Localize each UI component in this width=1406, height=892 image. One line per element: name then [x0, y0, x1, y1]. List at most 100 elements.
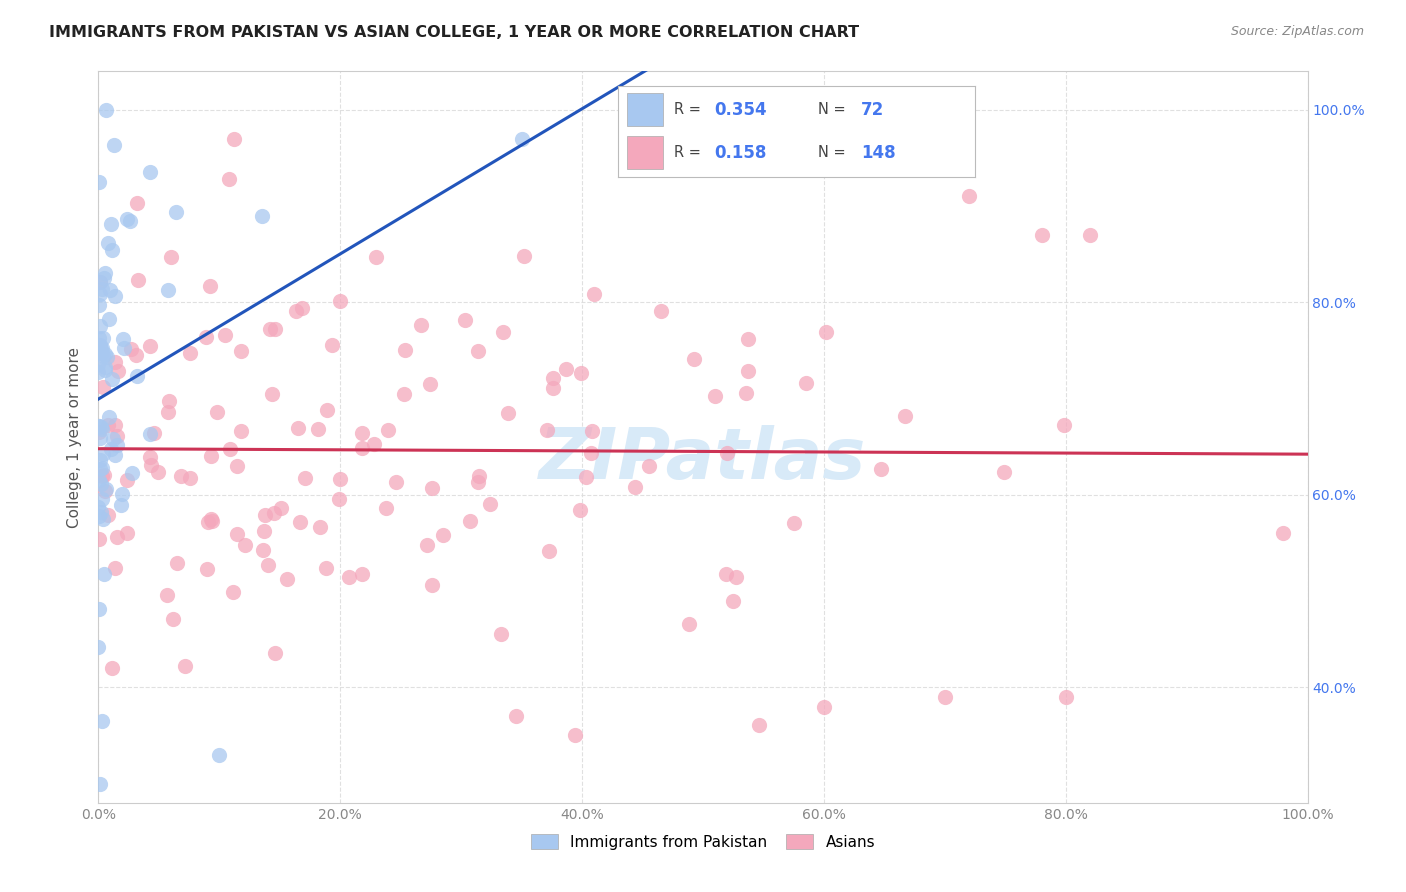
Point	[569, 366, 592, 380]
Point	[683, 351, 706, 366]
Point	[555, 362, 578, 376]
Point	[276, 572, 298, 586]
Point	[235, 538, 257, 552]
Point	[454, 313, 477, 327]
Point	[194, 330, 217, 344]
Point	[89, 601, 111, 615]
Point	[127, 272, 149, 286]
Point	[416, 538, 439, 552]
Point	[139, 426, 162, 441]
Point	[294, 471, 316, 485]
Point	[90, 491, 112, 506]
Point	[104, 448, 127, 462]
Point	[91, 512, 114, 526]
Point	[316, 403, 339, 417]
Point	[91, 714, 114, 729]
Point	[100, 442, 122, 457]
Point	[329, 472, 352, 486]
Point	[91, 331, 114, 345]
Point	[815, 325, 838, 339]
Point	[678, 616, 700, 631]
Point	[315, 561, 337, 575]
Point	[337, 570, 360, 584]
Point	[650, 303, 672, 318]
Point	[91, 282, 114, 296]
Point	[219, 442, 242, 456]
Point	[226, 526, 249, 541]
Point	[308, 422, 330, 436]
Point	[91, 469, 114, 483]
Point	[94, 483, 117, 497]
Point	[91, 380, 114, 394]
Point	[748, 718, 770, 732]
Point	[93, 483, 115, 498]
Point	[87, 640, 110, 655]
Point	[111, 487, 134, 501]
Point	[623, 480, 645, 494]
Point	[419, 377, 441, 392]
Point	[498, 406, 520, 420]
Point	[90, 341, 112, 355]
Point	[394, 343, 416, 357]
Point	[813, 699, 835, 714]
Point	[200, 279, 222, 293]
Point	[308, 520, 330, 534]
Point	[94, 103, 117, 117]
Point	[89, 331, 111, 345]
Point	[957, 189, 980, 203]
Point	[569, 503, 592, 517]
Point	[104, 561, 127, 575]
Point	[432, 528, 454, 542]
Point	[541, 381, 564, 395]
Point	[115, 212, 138, 227]
Point	[162, 611, 184, 625]
Point	[89, 533, 111, 547]
Point	[291, 301, 314, 315]
Point	[90, 476, 112, 491]
Point	[489, 627, 512, 641]
Point	[869, 462, 891, 476]
Point	[139, 339, 162, 353]
Point	[104, 289, 127, 303]
Point	[111, 332, 134, 346]
Point	[97, 418, 120, 433]
Point	[492, 325, 515, 339]
Point	[363, 437, 385, 451]
Point	[89, 431, 111, 445]
Point	[89, 319, 111, 334]
Point	[93, 567, 115, 582]
Point	[714, 566, 737, 581]
Point	[141, 458, 163, 472]
Point	[166, 205, 188, 219]
Point	[89, 462, 111, 476]
Point	[263, 646, 285, 660]
Point	[581, 424, 603, 438]
Point	[112, 341, 135, 355]
Point	[166, 556, 188, 570]
Point	[1054, 690, 1077, 704]
Point	[582, 286, 605, 301]
Point	[1078, 227, 1101, 242]
Point	[201, 514, 224, 528]
Point	[87, 500, 110, 515]
Point	[97, 311, 120, 326]
Point	[173, 659, 195, 673]
Point	[125, 196, 148, 211]
Point	[894, 409, 917, 424]
Point	[101, 661, 124, 675]
Point	[1272, 526, 1295, 541]
Point	[377, 423, 399, 437]
Point	[87, 473, 110, 487]
Point	[89, 452, 111, 467]
Point	[575, 470, 598, 484]
Point	[127, 369, 149, 384]
Point	[90, 505, 112, 519]
Point	[270, 501, 292, 516]
Point	[467, 343, 489, 358]
Point	[101, 432, 124, 446]
Point	[179, 471, 201, 485]
Point	[716, 446, 738, 460]
Point	[93, 271, 115, 285]
Point	[89, 287, 111, 301]
Point	[197, 562, 219, 576]
